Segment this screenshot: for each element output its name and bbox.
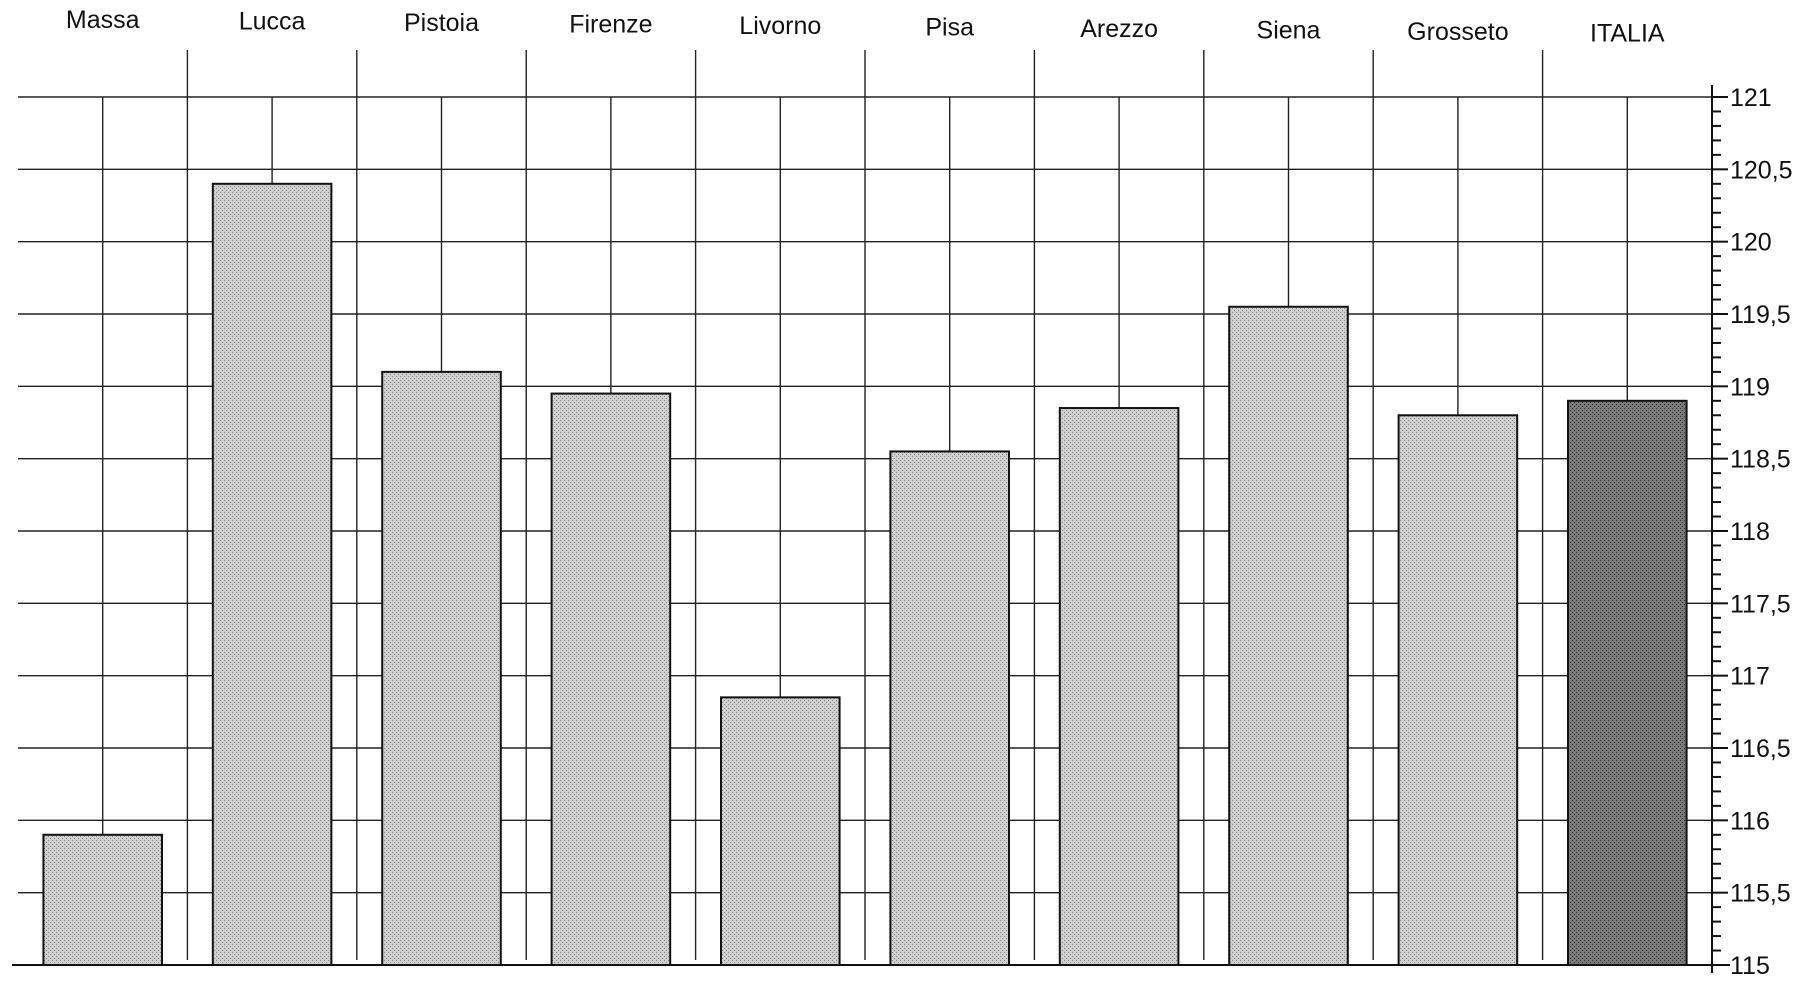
bar-grosseto xyxy=(1397,414,1519,966)
y-tick-label: 117 xyxy=(1730,663,1770,691)
category-label: Pistoia xyxy=(404,9,479,37)
y-tick-label: 115 xyxy=(1730,952,1770,980)
y-tick-label: 118,5 xyxy=(1730,446,1791,474)
bar-pistoia xyxy=(381,370,502,967)
bar-firenze xyxy=(550,392,672,967)
y-tick-label: 115,5 xyxy=(1730,880,1791,908)
bar-arezzo xyxy=(1058,407,1180,966)
bar-livorno xyxy=(720,696,841,966)
bar-lucca xyxy=(211,182,333,967)
category-label: Massa xyxy=(66,6,140,34)
category-label: Livorno xyxy=(739,12,821,40)
bar-pisa xyxy=(889,450,1010,966)
category-label: Arezzo xyxy=(1080,15,1158,43)
bars xyxy=(42,182,1688,967)
category-label: Pisa xyxy=(925,14,974,42)
category-label: Lucca xyxy=(239,8,306,36)
y-tick-label: 119,5 xyxy=(1730,301,1791,329)
y-tick-label: 117,5 xyxy=(1730,590,1791,618)
bar-siena xyxy=(1228,305,1349,966)
y-tick-label: 116,5 xyxy=(1730,735,1791,763)
y-tick-label: 118 xyxy=(1730,518,1770,546)
y-axis: 115 115,5 116 116,5 117 117,5 118 118,5 119 119,5… xyxy=(12,84,1793,980)
category-label: Grosseto xyxy=(1407,18,1508,46)
y-tick-label: 121 xyxy=(1730,84,1772,112)
bar-italia xyxy=(1567,399,1688,966)
y-tick-label: 119 xyxy=(1730,373,1770,401)
category-label: Siena xyxy=(1257,17,1321,45)
category-label: ITALIA xyxy=(1590,20,1665,48)
category-label: Firenze xyxy=(569,11,652,39)
y-tick-label: 120,5 xyxy=(1730,156,1793,184)
y-tick-label: 116 xyxy=(1730,807,1770,835)
bar-massa xyxy=(42,833,163,966)
y-tick-label: 120 xyxy=(1730,229,1772,257)
category-labels: Massa Lucca Pistoia Firenze Livorno Pisa Arezz… xyxy=(66,6,1665,48)
